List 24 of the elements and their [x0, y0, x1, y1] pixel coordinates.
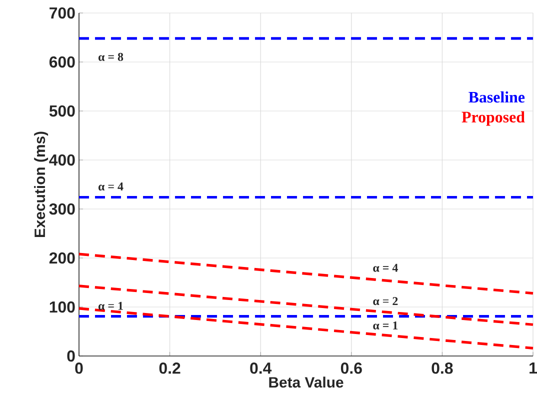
x-tick-label: 0 — [75, 362, 83, 374]
annotation: α = 8 — [98, 52, 124, 61]
y-tick-label: 0 — [67, 350, 75, 362]
y-tick-label: 500 — [49, 105, 75, 117]
annotation: α = 1 — [98, 302, 123, 310]
y-tick-label: 400 — [49, 154, 75, 166]
y-tick-label: 300 — [49, 203, 75, 215]
text: Baseline — [468, 91, 525, 103]
annotation: α = 2 — [373, 297, 398, 306]
x-tick-label: 0.6 — [340, 362, 362, 374]
x-tick-label: 0.2 — [159, 362, 180, 374]
annotation: α = 1 — [373, 321, 398, 330]
x-tick-label: 0.8 — [432, 362, 453, 374]
annotation: α = 4 — [373, 264, 398, 272]
y-axis-title: Execution (ms) — [34, 132, 48, 238]
x-axis-title: Beta Value — [269, 376, 344, 388]
y-tick-label: 100 — [50, 301, 75, 313]
text: Proposed — [462, 111, 525, 126]
y-tick-label: 600 — [49, 56, 75, 68]
x-tick-label: 0.4 — [250, 362, 272, 374]
y-tick-label: 700 — [50, 7, 75, 19]
annotation: α = 4 — [98, 182, 124, 191]
x-tick-label: 1 — [530, 362, 537, 374]
y-tick-label: 200 — [49, 252, 75, 264]
